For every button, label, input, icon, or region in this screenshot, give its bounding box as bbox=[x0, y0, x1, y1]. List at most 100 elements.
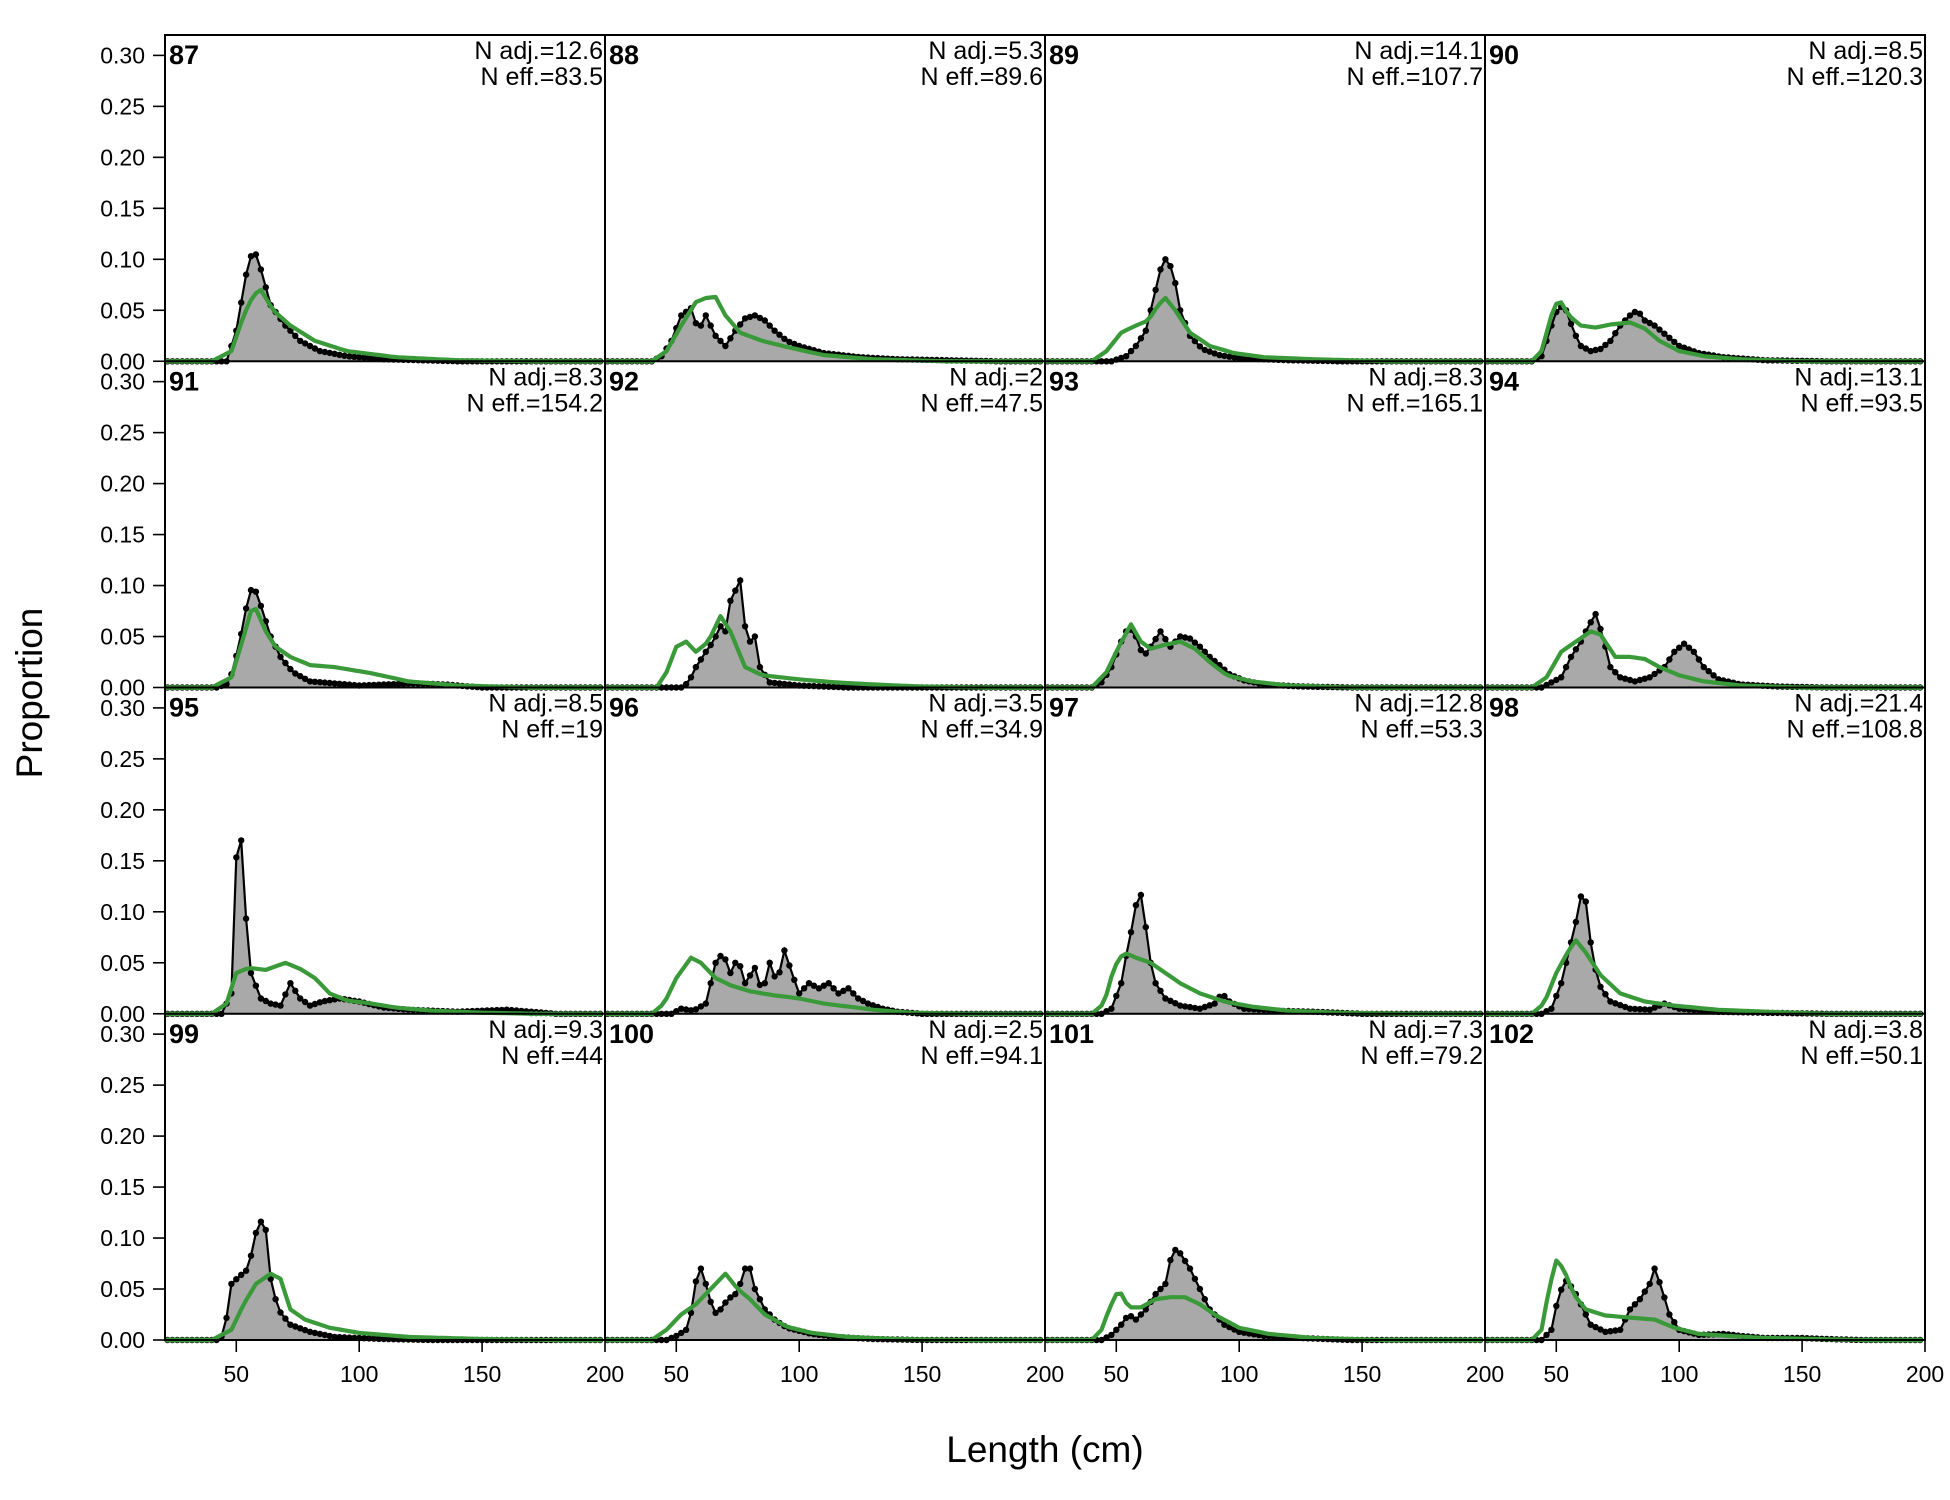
observed-point bbox=[1177, 1002, 1184, 1009]
n-adj-label: N adj.=21.4 bbox=[1794, 690, 1923, 718]
observed-point bbox=[1172, 279, 1179, 287]
y-tick-label: 0.10 bbox=[100, 899, 145, 925]
n-eff-label: N eff.=94.1 bbox=[920, 1042, 1043, 1070]
observed-point bbox=[247, 586, 255, 594]
observed-point bbox=[1710, 672, 1717, 679]
observed-point bbox=[1558, 674, 1565, 681]
observed-point bbox=[233, 854, 240, 861]
observed-point bbox=[702, 1280, 709, 1288]
observed-point bbox=[331, 1333, 338, 1341]
n-eff-label: N eff.=120.3 bbox=[1787, 63, 1923, 91]
x-tick-label: 150 bbox=[903, 1361, 941, 1387]
observed-point bbox=[732, 959, 739, 966]
observed-point bbox=[1137, 1311, 1145, 1318]
observed-point bbox=[1162, 635, 1169, 643]
observed-point bbox=[277, 1309, 284, 1316]
observed-point bbox=[306, 342, 314, 350]
observed-point bbox=[238, 1271, 245, 1279]
n-adj-label: N adj.=13.1 bbox=[1794, 363, 1923, 391]
observed-point bbox=[864, 1000, 872, 1007]
observed-point bbox=[727, 969, 734, 977]
observed-point bbox=[820, 982, 827, 989]
observed-point bbox=[682, 1326, 690, 1334]
observed-point bbox=[252, 982, 260, 989]
panel-89: 89 N adj.=14.1N eff.=107.7 bbox=[1044, 37, 1485, 365]
observed-point bbox=[1597, 1326, 1604, 1333]
observed-point bbox=[1587, 1321, 1594, 1328]
observed-point bbox=[815, 985, 823, 992]
observed-point bbox=[306, 1002, 314, 1009]
panel-label: 92 bbox=[609, 366, 639, 396]
observed-point bbox=[223, 1314, 230, 1322]
observed-point bbox=[717, 623, 724, 630]
observed-area-98 bbox=[1487, 896, 1921, 1014]
observed-point bbox=[1221, 992, 1228, 1000]
observed-point bbox=[1636, 310, 1644, 317]
observed-point bbox=[1612, 669, 1619, 676]
observed-point bbox=[1607, 1328, 1614, 1335]
observed-point bbox=[1553, 992, 1560, 1000]
observed-point bbox=[287, 980, 294, 987]
observed-point bbox=[1641, 1288, 1649, 1295]
observed-point bbox=[1196, 1005, 1204, 1012]
observed-point bbox=[717, 337, 724, 345]
observed-line-92 bbox=[607, 576, 1041, 689]
observed-point bbox=[311, 1000, 319, 1008]
observed-point bbox=[272, 1296, 279, 1303]
observed-point bbox=[1641, 675, 1649, 682]
observed-point bbox=[1122, 1314, 1130, 1322]
observed-point bbox=[756, 663, 764, 671]
x-tick-label: 200 bbox=[1906, 1361, 1944, 1387]
observed-point bbox=[756, 1296, 764, 1303]
n-eff-label: N eff.=50.1 bbox=[1800, 1042, 1923, 1070]
observed-point bbox=[370, 355, 378, 362]
observed-point bbox=[1626, 312, 1634, 319]
n-eff-label: N eff.=19 bbox=[501, 716, 603, 744]
n-adj-label: N adj.=12.6 bbox=[474, 37, 603, 65]
observed-point bbox=[746, 638, 754, 645]
observed-point bbox=[316, 679, 324, 686]
observed-point bbox=[257, 266, 265, 273]
observed-point bbox=[1617, 1001, 1624, 1009]
axes-layer: 0.000.050.100.150.200.250.300.000.050.10… bbox=[100, 34, 1944, 1387]
panel-91: 91 N adj.=8.3N eff.=154.2 bbox=[164, 363, 605, 691]
observed-point bbox=[746, 972, 754, 979]
observed-point bbox=[1152, 1290, 1159, 1298]
n-eff-label: N eff.=89.6 bbox=[920, 63, 1043, 91]
n-eff-label: N eff.=47.5 bbox=[920, 389, 1043, 417]
observed-point bbox=[1201, 1003, 1209, 1011]
panel-label: 101 bbox=[1049, 1019, 1094, 1049]
observed-point bbox=[247, 1252, 255, 1259]
x-tick-label: 200 bbox=[1026, 1361, 1064, 1387]
observed-point bbox=[1113, 1326, 1120, 1334]
observed-point bbox=[1157, 987, 1164, 994]
observed-point bbox=[341, 352, 348, 359]
observed-point bbox=[282, 1315, 289, 1322]
observed-point bbox=[746, 1265, 754, 1272]
observed-point bbox=[1211, 350, 1218, 357]
y-tick-label: 0.30 bbox=[100, 695, 145, 721]
panel-label: 89 bbox=[1049, 40, 1079, 70]
x-tick-label: 50 bbox=[1543, 1361, 1569, 1387]
observed-point bbox=[1666, 334, 1673, 341]
observed-point bbox=[737, 321, 744, 328]
observed-point bbox=[1680, 640, 1688, 647]
panel-101: 101 N adj.=7.3N eff.=79.2 bbox=[1044, 1016, 1485, 1344]
observed-point bbox=[712, 1309, 719, 1317]
observed-point bbox=[737, 577, 744, 584]
observed-point bbox=[697, 1265, 705, 1272]
observed-point bbox=[1626, 1306, 1634, 1313]
observed-point bbox=[1572, 646, 1580, 653]
observed-area-91 bbox=[167, 590, 601, 688]
observed-point bbox=[1191, 1004, 1199, 1012]
panel-label: 88 bbox=[609, 40, 639, 70]
observed-point bbox=[1558, 1286, 1565, 1293]
observed-point bbox=[257, 995, 265, 1002]
observed-point bbox=[1671, 1319, 1678, 1326]
observed-point bbox=[707, 322, 714, 329]
y-tick-label: 0.25 bbox=[100, 746, 145, 772]
y-tick-label: 0.05 bbox=[100, 297, 145, 323]
observed-point bbox=[741, 315, 749, 322]
expected-line-98 bbox=[1487, 938, 1921, 1016]
observed-point bbox=[855, 995, 862, 1002]
